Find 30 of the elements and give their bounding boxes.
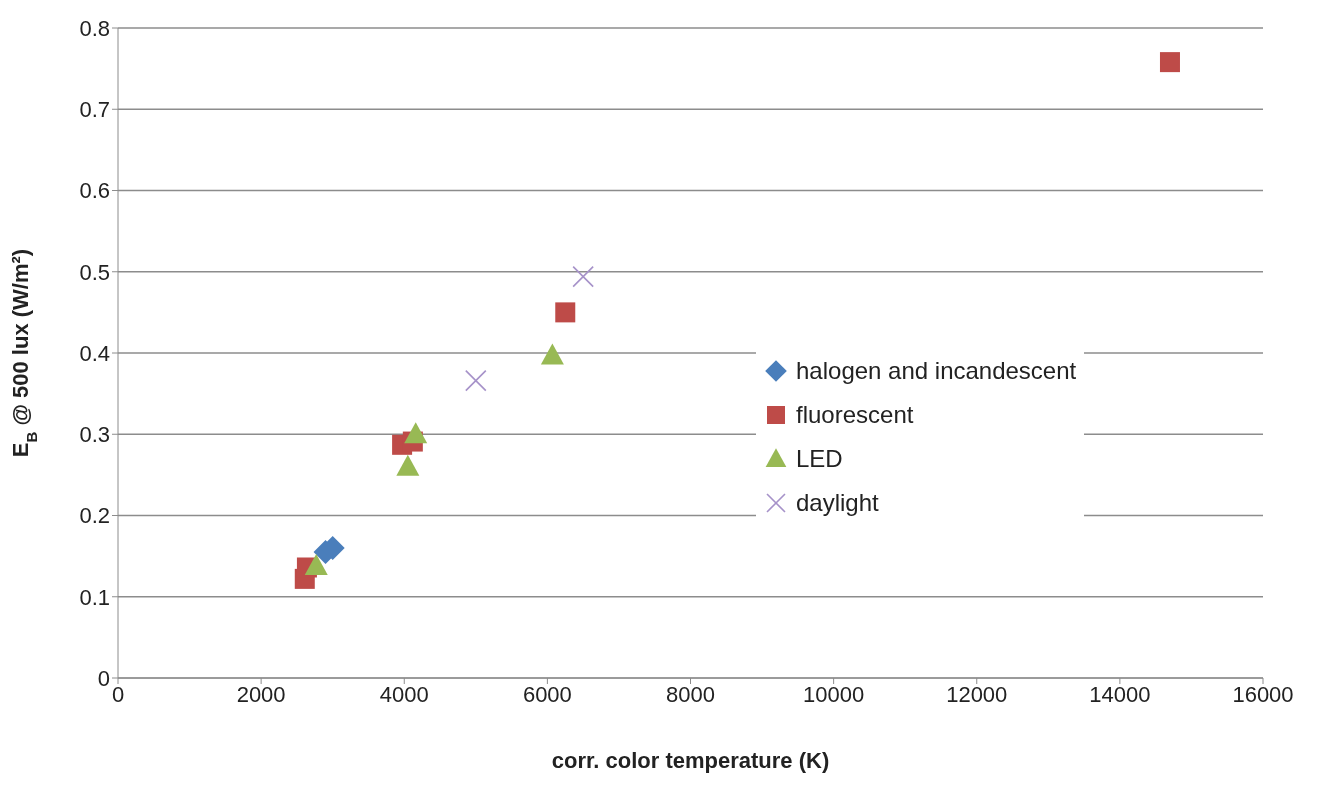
x-tick-label: 6000 xyxy=(522,681,572,707)
y-tick-label: 0.6 xyxy=(79,178,110,204)
y-tick-label: 0.2 xyxy=(79,503,110,529)
x-tick-label: 2000 xyxy=(236,681,286,707)
point xyxy=(555,302,576,323)
legend-label: daylight xyxy=(796,489,879,517)
point xyxy=(404,422,428,444)
point xyxy=(572,265,594,288)
y-tick-label: 0 xyxy=(97,665,110,691)
y-tick-label: 0.1 xyxy=(79,584,110,610)
point xyxy=(540,343,564,365)
y-tick-label: 0.4 xyxy=(79,340,110,366)
x-axis-title: corr. color temperature (K) xyxy=(551,748,830,773)
x-tick-label: 12000 xyxy=(946,681,1008,707)
y-tick-label: 0.8 xyxy=(79,15,110,41)
x-tick-label: 8000 xyxy=(666,681,715,707)
y-tick-label: 0.7 xyxy=(79,97,110,123)
point xyxy=(304,553,328,575)
x-tick-label: 16000 xyxy=(1232,681,1294,707)
legend-label: halogen and incandescent xyxy=(796,357,1077,385)
x-tick-label: 4000 xyxy=(379,681,429,707)
y-tick-label: 0.5 xyxy=(79,259,110,285)
point xyxy=(1159,52,1180,73)
legend-label: LED xyxy=(796,445,843,473)
legend-label: fluorescent xyxy=(796,401,914,429)
y-tick-label: 0.3 xyxy=(79,422,110,448)
x-tick-label: 14000 xyxy=(1089,681,1151,707)
x-tick-label: 10000 xyxy=(803,681,865,707)
point xyxy=(465,369,487,392)
point xyxy=(396,454,420,476)
